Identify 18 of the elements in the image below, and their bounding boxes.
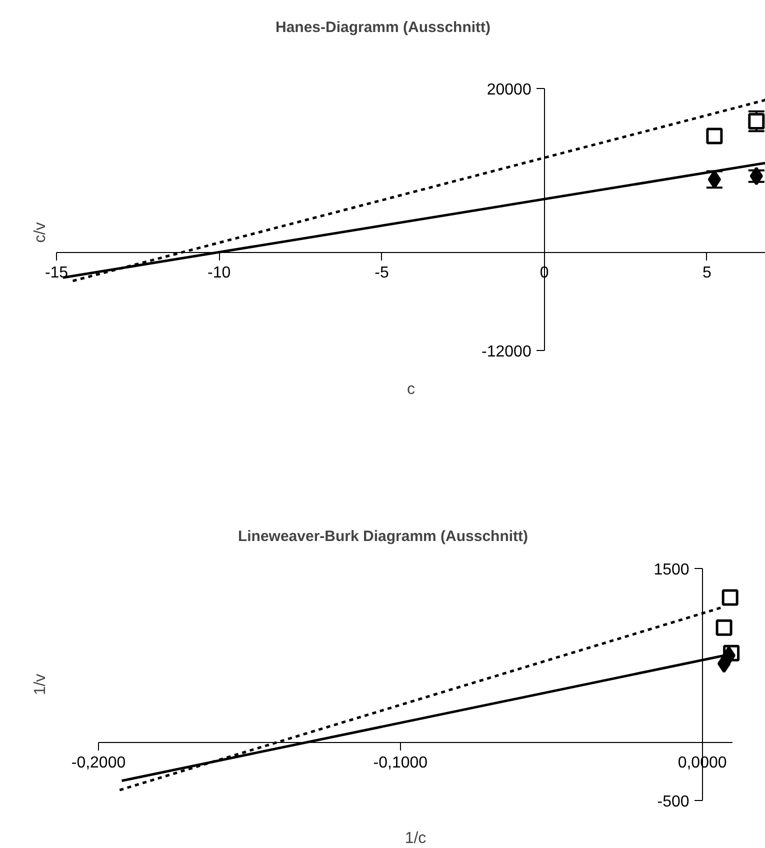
y-tick-label: 1500	[654, 562, 690, 578]
x-axis-title: c	[407, 381, 415, 398]
x-tick-label: -5	[374, 264, 389, 282]
point	[750, 166, 763, 186]
point	[748, 113, 765, 130]
y-axis-title: 1/v	[32, 674, 49, 696]
x-tick-label: -10	[208, 264, 231, 282]
x-tick-label: -0,1000	[373, 754, 428, 772]
x-axis-title: 1/c	[404, 830, 426, 847]
chart-title: Hanes-Diagramm (Ausschnitt)	[275, 19, 491, 36]
point	[706, 128, 723, 144]
y-tick-label: 20000	[486, 82, 532, 98]
y-tick-label: -500	[657, 794, 690, 810]
chart-title: Lineweaver-Burk Diagramm (Ausschnitt)	[238, 528, 528, 545]
x-tick-label: -0,2000	[71, 754, 126, 772]
y-tick-label: -12000	[482, 344, 532, 360]
x-tick-label: 5	[702, 264, 712, 282]
y-axis-title: c/v	[32, 222, 49, 243]
